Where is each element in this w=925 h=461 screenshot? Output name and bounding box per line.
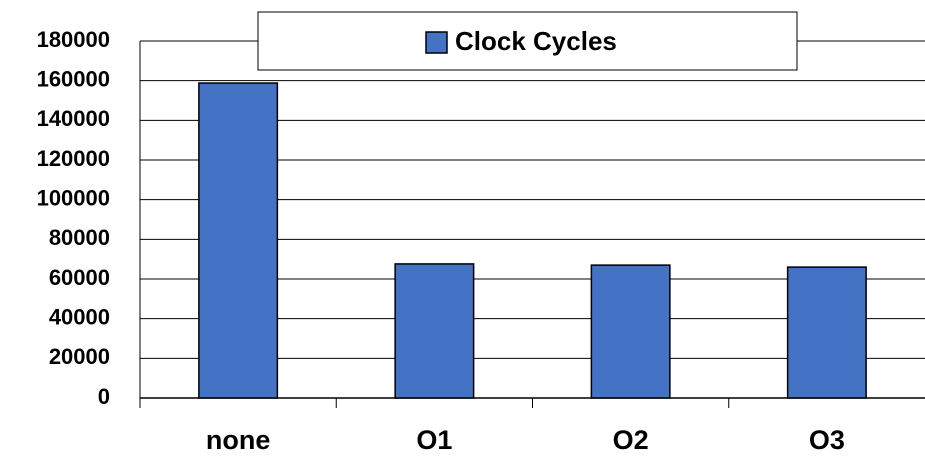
x-tick-label: none <box>206 425 271 455</box>
bar <box>198 82 279 399</box>
y-tick-label: 60000 <box>49 265 110 290</box>
y-tick-label: 40000 <box>49 304 110 329</box>
bar <box>394 263 475 399</box>
y-tick-label: 20000 <box>49 344 110 369</box>
legend-swatch <box>425 31 448 54</box>
y-tick-label: 180000 <box>37 27 110 52</box>
y-tick-label: 140000 <box>37 106 110 131</box>
y-tick-label: 100000 <box>37 185 110 210</box>
y-tick-label: 0 <box>98 384 110 409</box>
bar <box>590 264 671 399</box>
y-tick-label: 160000 <box>37 66 110 91</box>
x-tick-label: O3 <box>809 425 845 455</box>
x-tick-label: O2 <box>613 425 649 455</box>
y-tick-label: 120000 <box>37 146 110 171</box>
y-tick-label: 80000 <box>49 225 110 250</box>
x-tick-label: O1 <box>416 425 452 455</box>
legend-box <box>257 11 798 71</box>
bar <box>786 266 867 399</box>
legend-label: Clock Cycles <box>455 26 617 56</box>
